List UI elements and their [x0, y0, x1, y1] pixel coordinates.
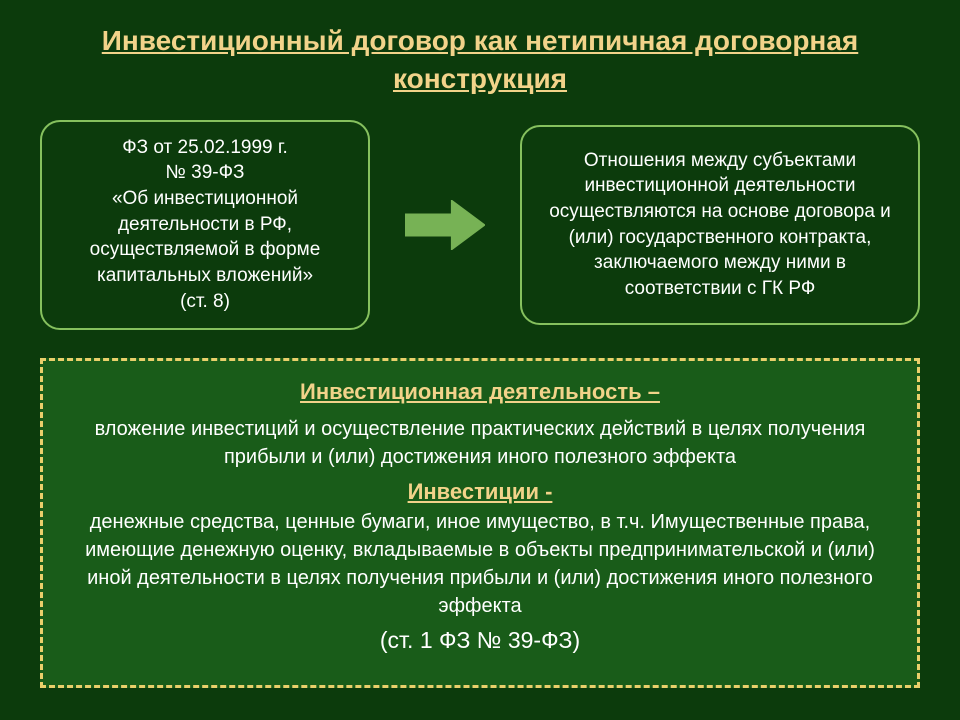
citation: (ст. 1 ФЗ № 39-ФЗ) [63, 624, 897, 656]
law-box-text: ФЗ от 25.02.1999 г.№ 39-ФЗ«Об инвестицио… [56, 135, 354, 314]
relation-box: Отношения между субъектами инвестиционно… [520, 125, 920, 325]
slide-title: Инвестиционный договор как нетипичная до… [40, 22, 920, 98]
arrow [405, 200, 485, 250]
definition-1-body: вложение инвестиций и осуществление прак… [63, 415, 897, 471]
definitions-box: Инвестиционная деятельность – вложение и… [40, 358, 920, 688]
arrow-icon [405, 200, 485, 250]
slide: Инвестиционный договор как нетипичная до… [0, 0, 960, 720]
law-box: ФЗ от 25.02.1999 г.№ 39-ФЗ«Об инвестицио… [40, 120, 370, 330]
definition-2-body: денежные средства, ценные бумаги, иное и… [63, 508, 897, 620]
relation-box-text: Отношения между субъектами инвестиционно… [540, 148, 900, 302]
definition-2-heading: Инвестиции - [63, 477, 897, 508]
definition-1-heading: Инвестиционная деятельность – [63, 377, 897, 408]
top-row: ФЗ от 25.02.1999 г.№ 39-ФЗ«Об инвестицио… [40, 120, 920, 330]
